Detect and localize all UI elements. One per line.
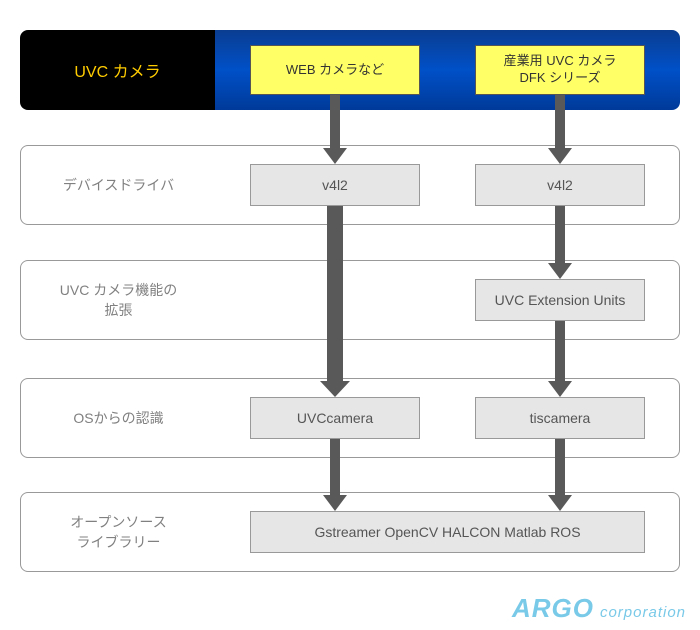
row-label-1: デバイスドライバ <box>21 175 216 195</box>
arrow-2 <box>320 206 350 397</box>
watermark: ARGO corporation <box>512 593 686 624</box>
box-r3-1: tiscamera <box>475 397 645 439</box>
header-box-0: WEB カメラなど <box>250 45 420 95</box>
uvc-architecture-diagram: UVC カメラ ARGO corporation WEB カメラなど 産業用 UVC… <box>0 0 700 630</box>
header-black-panel: UVC カメラ <box>20 30 215 110</box>
box-r1-1: v4l2 <box>475 164 645 206</box>
row-label-4: オープンソース ライブラリー <box>21 512 216 552</box>
watermark-brand: ARGO <box>512 593 594 623</box>
header-title: UVC カメラ <box>74 58 160 82</box>
box-r1-0: v4l2 <box>250 164 420 206</box>
header-box-1: 産業用 UVC カメラ DFK シリーズ <box>475 45 645 95</box>
arrow-0 <box>323 95 347 164</box>
row-label-3: OSからの認識 <box>21 408 216 428</box>
box-r2-0: UVC Extension Units <box>475 279 645 321</box>
watermark-suffix: corporation <box>600 604 686 621</box>
wide-box-r4: Gstreamer OpenCV HALCON Matlab ROS <box>250 511 645 553</box>
arrow-4 <box>548 321 572 397</box>
arrow-1 <box>548 95 572 164</box>
row-label-2: UVC カメラ機能の 拡張 <box>21 280 216 320</box>
box-r3-0: UVCcamera <box>250 397 420 439</box>
arrow-3 <box>548 206 572 279</box>
arrow-6 <box>548 439 572 511</box>
arrow-5 <box>323 439 347 511</box>
